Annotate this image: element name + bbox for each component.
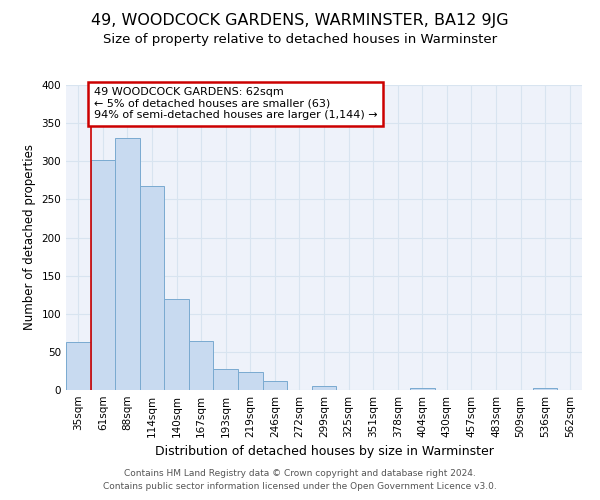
X-axis label: Distribution of detached houses by size in Warminster: Distribution of detached houses by size … (155, 446, 493, 458)
Bar (312, 386, 336, 390)
Bar (66, 342, 91, 390)
Bar (189, 341, 214, 390)
Bar (91, 160, 115, 390)
Text: 49, WOODCOCK GARDENS, WARMINSTER, BA12 9JG: 49, WOODCOCK GARDENS, WARMINSTER, BA12 9… (91, 12, 509, 28)
Bar (533, 388, 557, 390)
Bar (214, 370, 238, 390)
Y-axis label: Number of detached properties: Number of detached properties (23, 144, 36, 330)
Bar (164, 300, 189, 390)
Bar (238, 372, 263, 390)
Bar (140, 186, 164, 390)
Bar (263, 381, 287, 390)
Text: 49 WOODCOCK GARDENS: 62sqm
← 5% of detached houses are smaller (63)
94% of semi-: 49 WOODCOCK GARDENS: 62sqm ← 5% of detac… (94, 88, 377, 120)
Bar (115, 138, 140, 390)
Text: Contains HM Land Registry data © Crown copyright and database right 2024.
Contai: Contains HM Land Registry data © Crown c… (103, 470, 497, 491)
Bar (410, 388, 434, 390)
Text: Size of property relative to detached houses in Warminster: Size of property relative to detached ho… (103, 32, 497, 46)
